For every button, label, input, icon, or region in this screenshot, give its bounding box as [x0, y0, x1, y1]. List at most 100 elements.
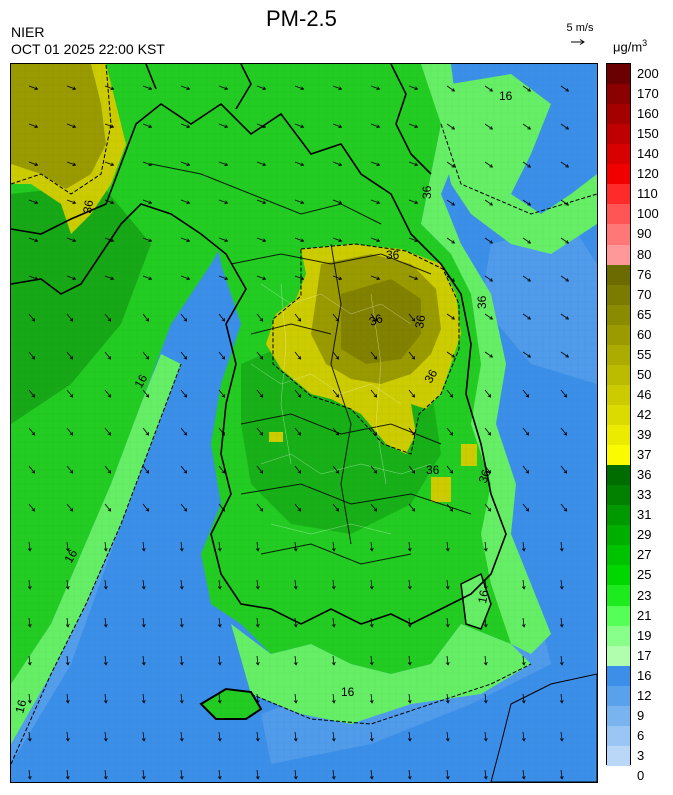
wind-arrowhead-icon: [69, 508, 74, 512]
wind-arrow-icon: [142, 503, 149, 512]
wind-arrow-icon: [180, 275, 190, 280]
wind-arrow-icon: [256, 541, 259, 551]
wind-arrowhead-icon: [186, 276, 191, 281]
wind-arrow-icon: [484, 275, 493, 282]
wind-arrowhead-icon: [148, 276, 153, 281]
wind-arrow-icon: [332, 237, 342, 242]
wind-arrowhead-icon: [489, 354, 494, 358]
wind-arrow-icon: [408, 199, 418, 204]
wind-arrowhead-icon: [411, 432, 416, 436]
wind-arrow-icon: [142, 237, 152, 242]
wind-arrowhead-icon: [224, 86, 229, 91]
wind-arrow-icon: [408, 351, 415, 360]
contour-label: 16: [475, 589, 491, 605]
wind-arrow-icon: [142, 85, 152, 90]
wind-arrow-icon: [332, 199, 342, 204]
wind-arrow-icon: [522, 275, 531, 282]
wind-arrowhead-icon: [141, 700, 146, 704]
wind-arrowhead-icon: [331, 548, 336, 552]
wind-arrow-icon: [218, 85, 228, 90]
wind-arrowhead-icon: [145, 432, 150, 436]
wind-arrow-icon: [446, 389, 453, 398]
legend-swatch: [607, 585, 630, 607]
wind-arrowhead-icon: [407, 776, 412, 780]
wind-arrowhead-icon: [255, 776, 260, 780]
wind-arrow-icon: [180, 199, 190, 204]
wind-arrow-icon: [180, 617, 183, 627]
wind-arrow-icon: [484, 731, 487, 741]
wind-arrow-icon: [370, 389, 377, 398]
wind-arrow-icon: [560, 655, 563, 665]
contour-label: 36: [421, 367, 440, 386]
wind-arrowhead-icon: [565, 164, 570, 168]
wind-arrowhead-icon: [487, 508, 492, 512]
wind-arrow-icon: [294, 693, 297, 703]
wind-arrow-icon: [142, 427, 149, 436]
legend-label: 27: [637, 547, 652, 563]
wind-arrow-icon: [522, 389, 529, 398]
wind-arrowhead-icon: [445, 624, 450, 628]
wind-arrow-icon: [256, 465, 263, 474]
wind-arrowhead-icon: [489, 240, 494, 244]
legend-label: 110: [637, 186, 658, 202]
wind-arrowhead-icon: [103, 548, 108, 552]
wind-arrow-icon: [66, 655, 69, 665]
wind-arrowhead-icon: [31, 318, 36, 322]
wind-arrowhead-icon: [489, 164, 494, 168]
wind-arrow-icon: [370, 617, 373, 627]
wind-arrowhead-icon: [445, 776, 450, 780]
wind-arrowhead-icon: [110, 276, 115, 281]
wind-arrow-icon: [66, 351, 73, 360]
wind-arrow-icon: [446, 731, 449, 741]
wind-arrowhead-icon: [565, 354, 570, 358]
wind-arrow-icon: [560, 617, 563, 627]
wind-arrow-icon: [218, 389, 225, 398]
wind-arrow-icon: [180, 427, 187, 436]
wind-arrowhead-icon: [183, 356, 188, 360]
legend-swatch: [607, 204, 630, 225]
wind-arrowhead-icon: [483, 738, 488, 742]
wind-arrow-icon: [408, 541, 411, 551]
wind-arrow-icon: [332, 123, 342, 128]
wind-arrow-icon: [104, 617, 107, 627]
wind-arrowhead-icon: [527, 278, 532, 282]
wind-arrow-icon: [180, 503, 187, 512]
wind-arrow-icon: [28, 579, 31, 589]
wind-arrowhead-icon: [31, 508, 36, 512]
wind-arrowhead-icon: [69, 470, 74, 474]
contour-label-group: 16 16 16 16 16 16 36 36 36 36 36 36 36 3…: [12, 89, 512, 715]
wind-arrow-icon: [294, 655, 297, 665]
wind-arrow-icon: [560, 313, 569, 320]
legend-label: 17: [637, 647, 652, 663]
wind-arrow-icon: [28, 161, 38, 166]
wind-arrowhead-icon: [65, 662, 70, 666]
wind-arrowhead-icon: [563, 508, 568, 512]
wind-arrow-icon: [180, 351, 187, 360]
wind-arrowhead-icon: [445, 586, 450, 590]
wind-arrowhead-icon: [224, 276, 229, 281]
wind-arrowhead-icon: [186, 162, 191, 167]
wind-arrow-icon: [142, 465, 149, 474]
wind-arrow-icon: [370, 237, 380, 242]
wind-arrow-icon: [484, 693, 487, 703]
legend-swatch: [607, 485, 630, 506]
wind-arrowhead-icon: [407, 624, 412, 628]
wind-arrow-icon: [180, 769, 183, 779]
wind-arrowhead-icon: [300, 86, 305, 91]
wind-arrowhead-icon: [338, 86, 343, 91]
wind-arrow-icon: [446, 237, 455, 244]
legend-swatch: [607, 404, 630, 426]
wind-arrow-icon: [218, 199, 228, 204]
wind-arrowhead-icon: [451, 164, 456, 168]
legend-label: 120: [637, 166, 659, 182]
wind-arrowhead-icon: [27, 662, 32, 666]
wind-arrowhead-icon: [297, 432, 302, 436]
wind-arrow-icon: [256, 655, 259, 665]
wind-arrowhead-icon: [338, 238, 343, 243]
wind-arrow-icon: [142, 731, 145, 741]
agency-name: NIER: [11, 24, 45, 40]
wind-arrow-icon: [408, 275, 418, 280]
wind-arrowhead-icon: [259, 356, 264, 360]
pm25-map[interactable]: 16 16 16 16 16 16 36 36 36 36 36 36 36 3…: [10, 63, 598, 783]
wind-arrowhead-icon: [335, 432, 340, 436]
